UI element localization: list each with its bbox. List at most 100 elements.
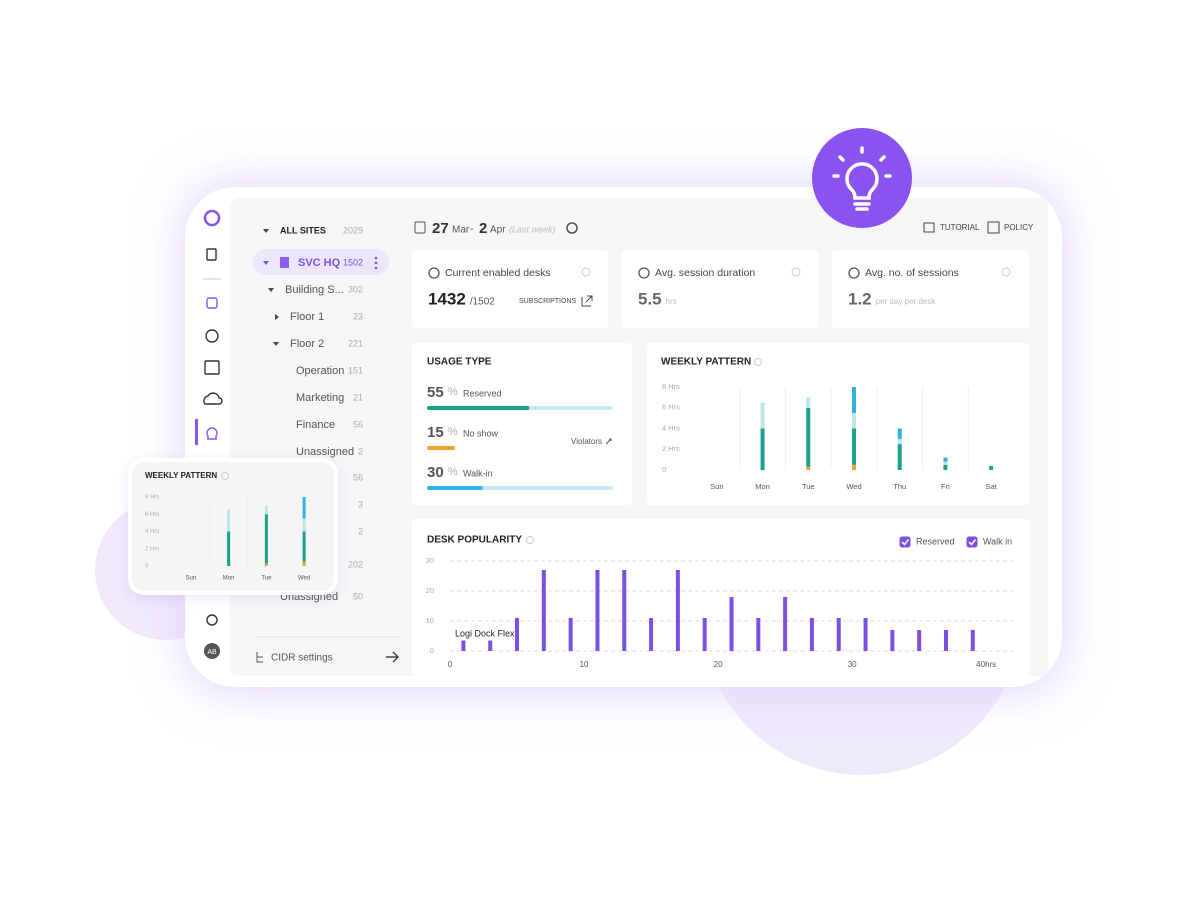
bar (783, 597, 788, 651)
x-tick-label: Tue (261, 576, 272, 582)
caret[interactable] (275, 314, 279, 320)
weekly-card (647, 343, 1029, 505)
kpi-value: 1432 (428, 289, 466, 308)
subscriptions-link[interactable]: SUBSCRIPTIONS (519, 298, 577, 305)
nav-icon[interactable] (203, 392, 223, 405)
y-tick-label: 8 Hrs (145, 495, 159, 501)
violators-link[interactable]: Violators (571, 437, 602, 446)
check (968, 539, 977, 546)
tree-label[interactable]: Unassigned (296, 446, 354, 458)
x-tick-label: Tue (802, 482, 815, 491)
y-tick-label: 0 (145, 564, 149, 570)
y-tick-label: 6 Hrs (662, 403, 680, 412)
tutorial-link[interactable]: TUTORIAL (940, 223, 980, 232)
logo (203, 209, 221, 227)
x-tick-label: Wed (298, 576, 310, 582)
menu-dot[interactable] (374, 261, 378, 265)
caret[interactable] (268, 288, 274, 292)
tree-label[interactable]: Operation (296, 365, 344, 377)
bar-segment (852, 464, 856, 470)
bar-segment (943, 457, 948, 462)
usage-label: No show (463, 428, 499, 438)
lightbulb-icon (832, 146, 892, 211)
kpi-card (832, 250, 1029, 328)
calendar-icon[interactable] (414, 221, 426, 234)
tree-count: 23 (353, 311, 363, 321)
nav-icon[interactable] (205, 329, 219, 343)
bar-segment (897, 444, 902, 470)
avatar[interactable] (204, 643, 220, 659)
legend-label[interactable]: Walk in (983, 536, 1012, 546)
bar-segment (264, 563, 268, 566)
bar (863, 618, 868, 651)
tree-label[interactable]: Building S... (285, 284, 344, 296)
date: Apr (490, 225, 506, 236)
chart-title: DESK POPULARITY (427, 535, 522, 546)
y-tick-label: 0 (662, 465, 666, 474)
expand-icon (605, 438, 612, 445)
nav-icon[interactable] (206, 297, 218, 309)
nav-icon[interactable] (206, 427, 218, 440)
tree-count: 2 (358, 526, 363, 536)
bar-segment (760, 428, 765, 470)
bar (595, 570, 600, 651)
bar (809, 618, 814, 651)
tutorial-icon[interactable] (923, 222, 935, 233)
caret (263, 229, 269, 233)
nav-icon[interactable] (206, 248, 217, 261)
settings-icon[interactable] (206, 614, 218, 626)
bar (836, 618, 841, 651)
caret[interactable] (273, 342, 279, 346)
legend-label[interactable]: Reserved (916, 536, 955, 546)
kpi-card (412, 250, 608, 328)
bar (461, 640, 466, 651)
bar (756, 618, 761, 651)
bar-segment (806, 466, 811, 470)
y-tick-label: 10 (426, 616, 434, 625)
arrow[interactable] (386, 651, 400, 663)
kpi-suffix: /1502 (470, 297, 495, 308)
y-tick-label: 2 Hrs (145, 546, 159, 552)
settings-icon[interactable] (566, 222, 578, 234)
usage-unit: % (448, 466, 458, 478)
menu-dot[interactable] (374, 256, 378, 260)
tree-label[interactable]: Marketing (296, 392, 344, 404)
kpi-icon (638, 267, 650, 279)
usage-value: 15 (427, 424, 444, 441)
info-icon (221, 472, 229, 480)
tree-label[interactable]: Floor 1 (290, 311, 324, 323)
bar (568, 618, 573, 651)
checkbox[interactable] (899, 536, 911, 548)
tree-count: 56 (353, 419, 363, 429)
bar (970, 630, 975, 651)
nav-icon[interactable] (204, 360, 220, 375)
policy-link[interactable]: POLICY (1004, 223, 1034, 232)
chart-title: WEEKLY PATTERN (145, 471, 217, 480)
bar (943, 630, 948, 651)
main-layer: 27 Mar -2 Apr (Last week) TUTORIAL POLICYABALL… (207, 220, 1034, 669)
bar-segment (264, 505, 268, 515)
policy-icon[interactable] (987, 221, 1000, 234)
menu-dot[interactable] (374, 266, 378, 270)
building-icon (280, 257, 289, 268)
x-tick-label: Wed (846, 482, 861, 491)
chart-title: WEEKLY PATTERN (661, 357, 751, 368)
bar (515, 618, 520, 651)
usage-unit: % (448, 386, 458, 398)
tree-label[interactable]: SVC HQ (298, 257, 341, 269)
mini-card (132, 462, 334, 591)
tree-count: 50 (353, 591, 363, 601)
usage-bar (427, 406, 530, 410)
tree-label[interactable]: Floor 2 (290, 338, 324, 350)
bar (702, 618, 707, 651)
checkbox[interactable] (966, 536, 978, 548)
tree-selected[interactable] (253, 249, 389, 275)
info-icon (791, 267, 801, 277)
cidr-link[interactable]: CIDR settings (271, 653, 333, 664)
caret[interactable] (263, 261, 269, 265)
tree-count: 2 (358, 446, 363, 456)
tree-label[interactable]: Finance (296, 419, 335, 431)
usage-value: 30 (427, 464, 444, 481)
bar (622, 570, 627, 651)
